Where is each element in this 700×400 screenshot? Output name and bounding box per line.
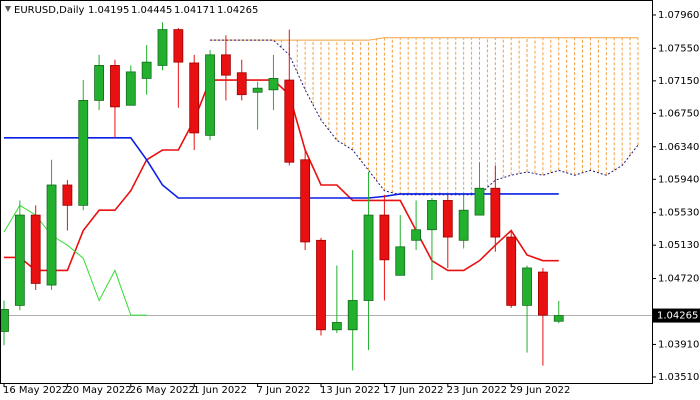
candle-body bbox=[173, 29, 184, 63]
x-tick-label: 1 Jun 2022 bbox=[193, 385, 247, 396]
header-open: 1.04195 bbox=[88, 5, 129, 16]
y-tick-label: 1.07150 bbox=[658, 76, 699, 87]
header-low: 1.04171 bbox=[174, 5, 215, 16]
x-tick-label: 20 May 2022 bbox=[66, 385, 131, 396]
candle-body bbox=[458, 209, 469, 241]
candle-body bbox=[157, 29, 168, 66]
candle-body bbox=[284, 79, 295, 163]
candle-body bbox=[236, 72, 247, 96]
indicator-line bbox=[4, 79, 559, 272]
y-tick-label: 1.05530 bbox=[658, 208, 699, 219]
candle-body bbox=[62, 184, 73, 206]
y-tick-label: 1.05130 bbox=[658, 240, 699, 251]
y-tick-label: 1.06340 bbox=[658, 142, 699, 153]
candle-body bbox=[363, 214, 374, 301]
candle-body bbox=[331, 322, 342, 331]
indicator-line bbox=[3, 204, 147, 316]
candle-body bbox=[538, 271, 548, 316]
price-label-box bbox=[653, 308, 700, 323]
y-tick-label: 1.03510 bbox=[658, 372, 699, 383]
candle-body bbox=[14, 214, 25, 306]
candle-body bbox=[141, 61, 152, 79]
plot-area bbox=[0, 22, 652, 371]
candle-body bbox=[94, 65, 104, 101]
x-tick-label: 29 Jun 2022 bbox=[510, 385, 570, 396]
candle-body bbox=[553, 315, 564, 322]
candle-body bbox=[0, 309, 9, 332]
candle-body bbox=[110, 65, 120, 108]
y-tick-label: 1.07550 bbox=[658, 43, 699, 54]
candle-body bbox=[522, 267, 532, 306]
candle-body bbox=[78, 99, 89, 206]
candle-body bbox=[268, 78, 279, 91]
candle-body bbox=[411, 229, 422, 241]
x-tick-label: 26 May 2022 bbox=[130, 385, 195, 396]
candle-body bbox=[220, 54, 231, 76]
candle-body bbox=[474, 187, 485, 216]
candle-body bbox=[125, 71, 136, 106]
candle-body bbox=[30, 214, 41, 284]
candle-body bbox=[427, 200, 437, 231]
candle-body bbox=[347, 300, 358, 331]
candle-body bbox=[379, 214, 390, 261]
x-tick-label: 23 Jun 2022 bbox=[447, 385, 507, 396]
x-tick-label: 7 Jun 2022 bbox=[257, 385, 311, 396]
candle-body bbox=[442, 200, 453, 238]
candle-body bbox=[252, 87, 263, 93]
candle-body bbox=[300, 159, 311, 243]
candle-body bbox=[46, 184, 57, 286]
header-high: 1.04445 bbox=[131, 5, 172, 16]
candle-body bbox=[316, 239, 326, 331]
candle-body bbox=[506, 236, 517, 306]
header-close: 1.04265 bbox=[217, 5, 258, 16]
y-tick-label: 1.05940 bbox=[658, 174, 699, 185]
symbol-title: EURUSD,Daily bbox=[14, 5, 85, 16]
header-icon bbox=[5, 6, 11, 12]
x-tick-label: 17 Jun 2022 bbox=[383, 385, 443, 396]
price-label: 1.04265 bbox=[657, 311, 698, 322]
candle-body bbox=[205, 54, 215, 136]
y-tick-label: 1.04720 bbox=[658, 274, 699, 285]
y-tick-label: 1.07960 bbox=[658, 10, 699, 21]
y-tick-label: 1.06750 bbox=[658, 108, 699, 119]
candle-body bbox=[395, 246, 406, 276]
candle-body bbox=[189, 62, 200, 134]
indicator-line bbox=[4, 137, 559, 199]
cloud-edge bbox=[210, 37, 638, 41]
x-tick-label: 13 Jun 2022 bbox=[320, 385, 380, 396]
y-tick-label: 1.03910 bbox=[658, 339, 699, 350]
x-tick-label: 16 May 2022 bbox=[3, 385, 68, 396]
frame bbox=[0, 0, 653, 384]
candle-body bbox=[490, 187, 501, 238]
cloud-edge bbox=[210, 39, 639, 196]
